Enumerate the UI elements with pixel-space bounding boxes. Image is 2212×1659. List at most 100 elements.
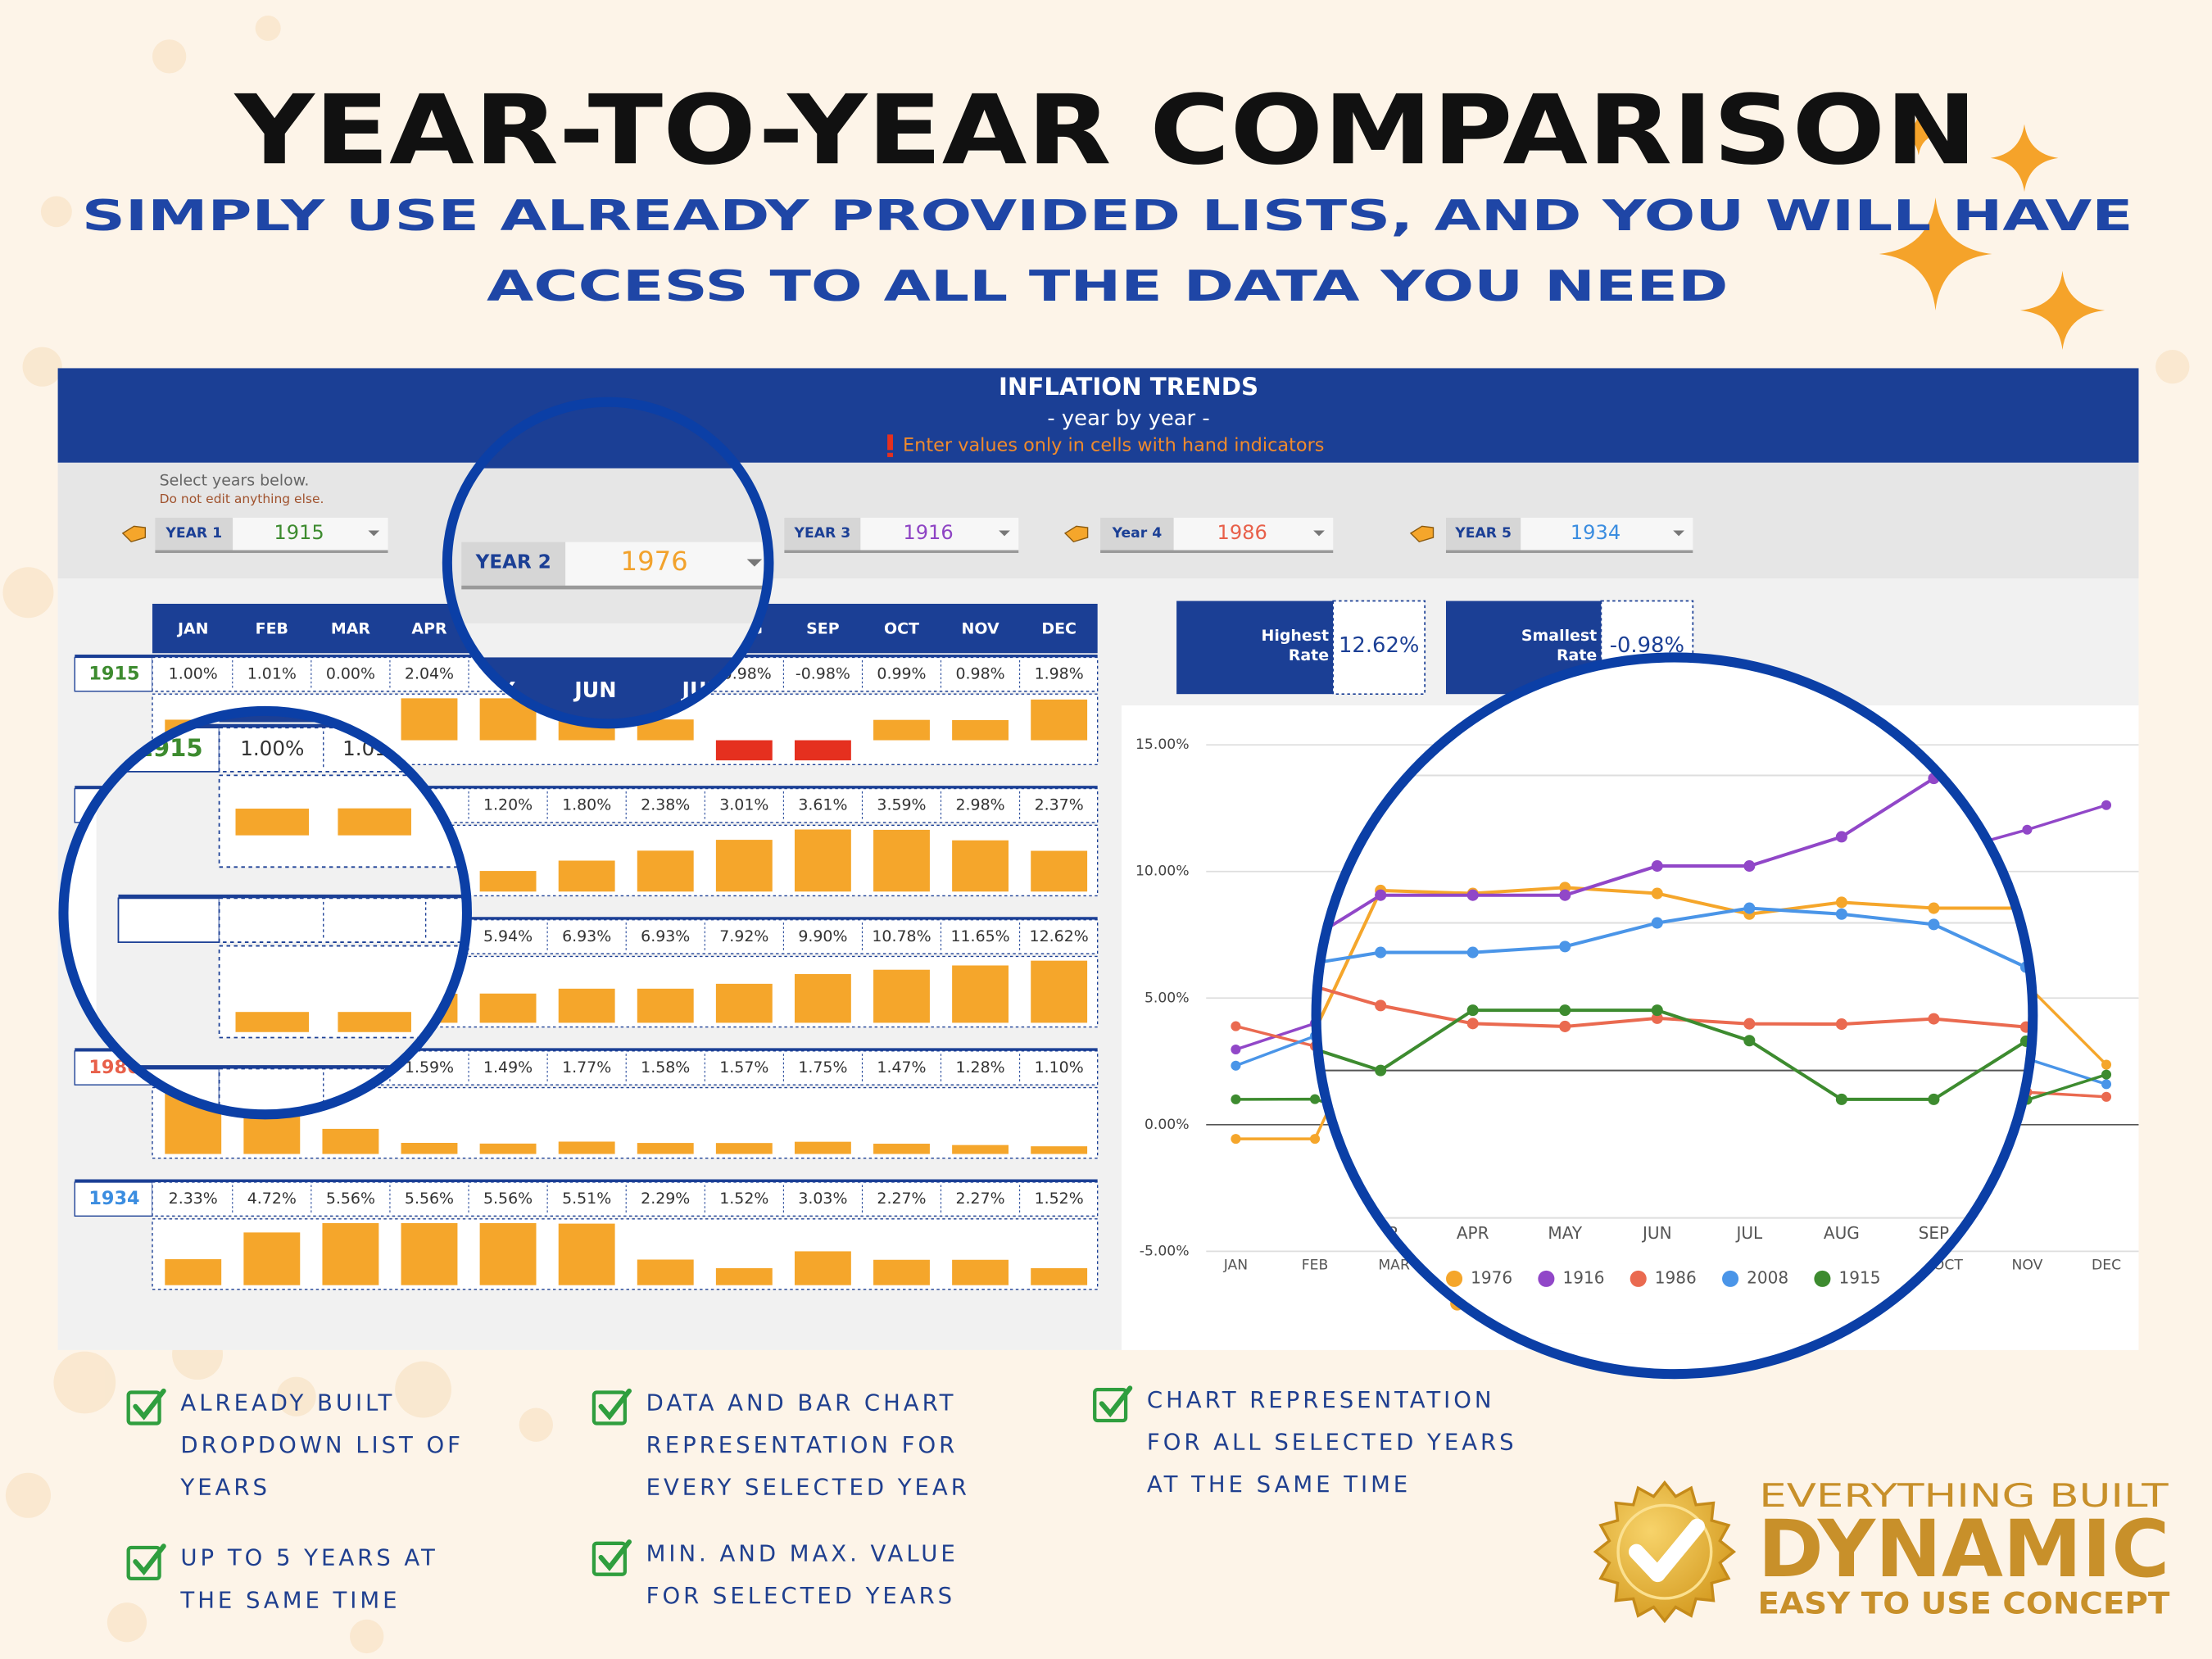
cell-value: 1.98% — [1035, 665, 1084, 683]
cell-value: 2.38% — [641, 796, 690, 814]
kpi-label: Highest — [1262, 627, 1330, 645]
cell-value: 1.58% — [641, 1058, 690, 1077]
month-label: JAN — [176, 619, 209, 637]
month-label: APR — [411, 619, 447, 637]
bar — [165, 1258, 222, 1285]
bar — [1031, 1146, 1088, 1154]
month-label: DEC — [1041, 619, 1077, 637]
x-tick-label: MAR — [1378, 1258, 1410, 1274]
check-mark — [598, 1388, 632, 1421]
y-tick-label: 15.00% — [1135, 737, 1190, 753]
selector-bar — [57, 462, 2139, 578]
warning-icon — [887, 434, 893, 451]
point — [1231, 1134, 1241, 1145]
cell-value: 7.92% — [719, 927, 768, 945]
month-label: SEP — [806, 619, 840, 637]
kpi-value-box — [1332, 600, 1426, 696]
cell-value: 2.27% — [877, 1190, 926, 1208]
cell-value: 1.52% — [719, 1190, 768, 1208]
selector-label-box — [1100, 517, 1174, 551]
month-label: NOV — [962, 619, 999, 637]
check-box — [126, 1545, 161, 1581]
point — [2101, 1079, 2112, 1090]
bar — [715, 983, 773, 1023]
badge-seal — [1593, 1480, 1737, 1624]
warning-icon — [887, 452, 893, 457]
bar — [794, 829, 851, 892]
check-box — [1093, 1387, 1128, 1423]
check-mark — [133, 1543, 166, 1576]
selector-label-box — [155, 517, 233, 551]
bar — [952, 840, 1009, 892]
feature-text: MIN. AND MAX. VALUE — [646, 1541, 959, 1567]
row-values-box — [152, 1181, 1099, 1217]
bar — [715, 1143, 773, 1154]
bar — [1031, 699, 1088, 741]
selector-value-box — [1173, 517, 1334, 551]
cell-value: 6.93% — [562, 927, 611, 945]
bar — [479, 993, 537, 1023]
kpi-value: 12.62% — [1339, 633, 1419, 658]
cell-value: 1.77% — [562, 1058, 611, 1077]
bar — [715, 1267, 773, 1285]
magnifier-ring — [58, 705, 472, 1120]
cell-value: 2.27% — [955, 1190, 1004, 1208]
page-subtitle: ACCESS TO ALL THE DATA YOU NEED — [487, 262, 1728, 311]
bar — [479, 871, 537, 892]
cell-value: 5.94% — [483, 927, 533, 945]
point — [1309, 1094, 1321, 1104]
selector-value-box — [233, 517, 388, 551]
cell-value: 0.98% — [955, 665, 1004, 683]
cell-value: 5.51% — [562, 1190, 611, 1208]
point — [1231, 1044, 1241, 1055]
bar — [637, 1143, 694, 1154]
dropdown-arrow — [368, 530, 380, 537]
selector-year: 1916 — [903, 521, 953, 544]
bar — [952, 1145, 1009, 1154]
check-box — [592, 1390, 627, 1426]
magnifier — [0, 342, 2212, 724]
magnifier — [63, 710, 2212, 1115]
feature-text: EVERY SELECTED YEAR — [646, 1475, 970, 1501]
cell-value: 1.01% — [247, 665, 297, 683]
dropdown-arrow — [1313, 530, 1325, 537]
kpi-label: Smallest — [1521, 627, 1597, 645]
cell-value: 5.56% — [405, 1190, 454, 1208]
warning-text: Enter values only in cells with hand ind… — [903, 435, 1324, 456]
feature-text: AT THE SAME TIME — [1147, 1471, 1411, 1498]
cell-value: 11.65% — [950, 927, 1009, 945]
feature-text: DROPDOWN LIST OF — [180, 1432, 464, 1458]
point — [1231, 1021, 1241, 1031]
selector-label: YEAR 1 — [165, 525, 222, 542]
bar — [322, 1128, 379, 1154]
cell-value: 1.10% — [1035, 1058, 1084, 1077]
badge-headline: DYNAMIC — [1758, 1503, 2170, 1595]
magnifier-ring — [1311, 652, 2038, 1380]
page-subtitle: SIMPLY USE ALREADY PROVIDED LISTS, AND Y… — [82, 192, 2133, 241]
feature-text: CHART REPRESENTATION — [1147, 1387, 1495, 1413]
cell-value: 2.98% — [955, 796, 1004, 814]
bar — [558, 1223, 615, 1285]
kpi-box — [1176, 601, 1334, 695]
cell-value: 10.78% — [872, 927, 931, 945]
check-box — [126, 1390, 161, 1426]
dropdown-arrow — [1673, 530, 1684, 537]
feature-text: YEARS — [179, 1475, 270, 1501]
bar — [637, 1259, 694, 1285]
bar — [873, 1144, 930, 1154]
cell-value: 3.01% — [719, 796, 768, 814]
cell-value: 1.59% — [405, 1058, 454, 1077]
cell-value: 1.00% — [169, 665, 218, 683]
bar — [952, 1259, 1009, 1285]
bar — [637, 988, 694, 1023]
feature-text: THE SAME TIME — [179, 1587, 400, 1613]
cell-value: 5.56% — [483, 1190, 533, 1208]
bar — [637, 850, 694, 892]
bar — [794, 973, 851, 1023]
cell-value: 0.99% — [877, 665, 926, 683]
x-tick-label: JAN — [1223, 1258, 1248, 1274]
background-dots — [2, 15, 2190, 1654]
check-mark — [133, 1388, 166, 1421]
bar — [873, 969, 930, 1023]
